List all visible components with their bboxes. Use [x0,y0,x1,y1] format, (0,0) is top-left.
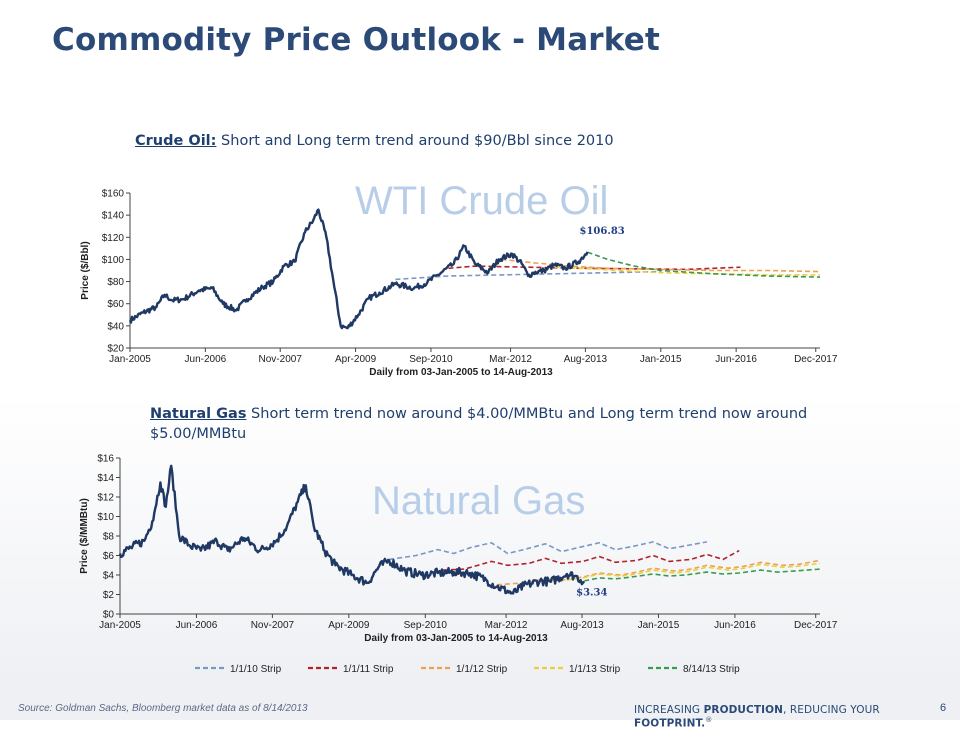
page-number: 6 [940,702,947,714]
y-tick-label: $0 [103,610,115,621]
y-tick-label: $60 [107,299,124,310]
x-tick-label: Aug-2013 [560,620,604,631]
x-tick-label: Nov-2007 [259,354,303,365]
tagline-part: INCREASING [634,704,704,716]
y-axis-label: Price ($/MMBtu) [79,498,90,574]
legend-label: 1/1/12 Strip [456,664,508,675]
x-tick-label: Jan-2015 [638,620,680,631]
gas-subtitle: Natural Gas Short term trend now around … [150,404,840,444]
chart-title: Natural Gas [372,479,585,523]
series-line-1-1-13-strip [550,562,821,582]
x-tick-label: Apr-2009 [335,354,377,365]
y-tick-label: $10 [97,512,114,523]
y-tick-label: $20 [107,344,124,355]
footer-bar [0,696,960,720]
x-tick-label: Sep-2010 [404,620,448,631]
oil-subtitle-text: Short and Long term trend around $90/Bbl… [216,133,614,149]
y-tick-label: $140 [102,211,125,222]
x-tick-label: Jun-2016 [714,620,756,631]
source-note: Source: Goldman Sachs, Bloomberg market … [18,703,308,714]
chart-title: WTI Crude Oil [355,179,608,223]
y-tick-label: $12 [97,493,114,504]
x-tick-label: Nov-2007 [251,620,295,631]
series-line-1-1-10-strip [389,541,708,561]
series-line-natural-gas [118,464,586,595]
gas-subtitle-lead: Natural Gas [150,406,247,422]
y-tick-label: $2 [103,590,115,601]
y-tick-label: $40 [107,321,124,332]
legend-label: 8/14/13 Strip [683,664,740,675]
series-line-1-1-11-strip [443,549,740,571]
tagline-bold: PRODUCTION [703,704,784,716]
y-tick-label: $8 [103,532,115,543]
x-tick-label: Jan-2005 [99,620,141,631]
tagline-bold: FOOTPRINT. [634,717,706,730]
legend-label: 1/1/13 Strip [569,664,621,675]
legend-label: 1/1/10 Strip [230,664,282,675]
series-line-8-14-13-strip [584,568,821,582]
y-tick-label: $120 [102,233,125,244]
x-tick-label: Aug-2013 [564,354,608,365]
x-tick-label: Jun-2006 [176,620,218,631]
y-tick-label: $80 [107,277,124,288]
x-tick-label: Mar-2012 [485,620,528,631]
y-tick-label: $14 [97,473,114,484]
y-tick-label: $100 [102,255,125,266]
x-tick-label: Apr-2009 [328,620,370,631]
series-line-1-1-12-strip [501,258,821,273]
oil-subtitle-lead: Crude Oil: [135,133,217,149]
y-tick-label: $4 [103,571,115,582]
x-tick-label: Mar-2012 [489,354,532,365]
x-axis-label: Daily from 03-Jan-2005 to 14-Aug-2013 [364,633,548,644]
price-annotation: $106.83 [580,226,625,237]
x-tick-label: Jun-2016 [715,354,757,365]
gas-subtitle-text: Short term trend now around $4.00/MMBtu … [150,406,808,442]
y-tick-label: $6 [103,551,115,562]
y-tick-label: $160 [102,189,125,200]
x-tick-label: Jan-2005 [109,354,151,365]
price-annotation: $3.34 [576,587,607,598]
x-tick-label: Jun-2006 [185,354,227,365]
y-tick-label: $16 [97,454,114,465]
x-tick-label: Jan-2015 [640,354,682,365]
series-line-wti [128,208,589,330]
x-tick-label: Sep-2010 [409,354,453,365]
x-tick-label: Dec-2017 [794,354,838,365]
x-axis-label: Daily from 03-Jan-2005 to 14-Aug-2013 [369,367,553,378]
series-line-8-14-13-strip [587,251,821,278]
legend-label: 1/1/11 Strip [343,664,394,675]
oil-subtitle: Crude Oil: Short and Long term trend aro… [135,131,614,151]
tagline-part: , REDUCING YOUR [783,704,880,716]
registered-mark: ® [705,716,713,724]
slide-title: Commodity Price Outlook - Market [52,22,661,58]
series-line-1-1-13-strip [554,266,820,276]
y-axis-label: Price ($/Bbl) [80,241,91,299]
company-tagline: INCREASING PRODUCTION, REDUCING YOUR FOO… [634,704,960,730]
x-tick-label: Dec-2017 [794,620,838,631]
